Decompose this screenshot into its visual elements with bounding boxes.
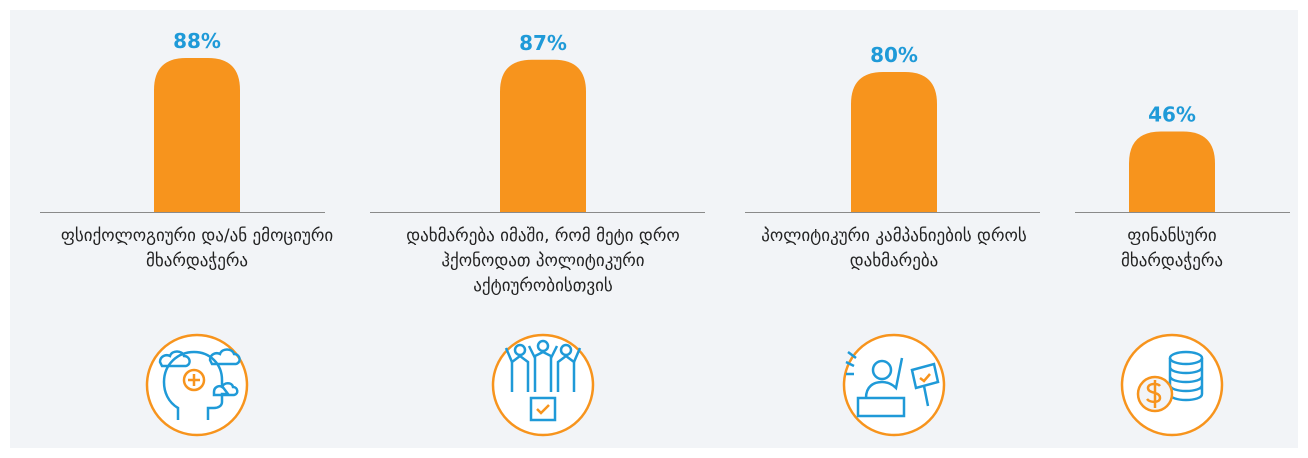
icon-plus <box>188 374 200 386</box>
value-label: 80% <box>870 43 918 67</box>
icon-speaker <box>845 351 940 418</box>
icon-circle <box>491 333 595 437</box>
value-label: 88% <box>173 29 221 53</box>
value-label: 87% <box>519 31 567 55</box>
bar <box>154 58 240 212</box>
bar <box>1129 131 1215 212</box>
icon-plus <box>182 368 206 392</box>
icons <box>145 333 1224 437</box>
value-label: 46% <box>1148 103 1196 127</box>
bar <box>851 72 937 212</box>
icon-coins <box>1168 350 1204 402</box>
icon-box <box>529 396 557 422</box>
icon-check <box>919 373 931 383</box>
icon-head <box>158 348 241 420</box>
icon-people <box>504 339 582 392</box>
icon-dollar <box>1146 380 1162 408</box>
category-label: ფსიქოლოგიური და/ან ემოციური მხარდაჭერა <box>60 226 334 271</box>
icon-check <box>536 404 550 415</box>
category-label: დახმარება იმაში, რომ მეტი დრო ჰქონოდათ პ… <box>406 226 680 296</box>
category-label: პოლიტიკური კამპანიების დროს დახმარება <box>761 226 1027 271</box>
icon-circle <box>1120 333 1224 437</box>
category-label: ფინანსური მხარდაჭერა <box>1120 226 1224 271</box>
bar <box>500 59 586 212</box>
